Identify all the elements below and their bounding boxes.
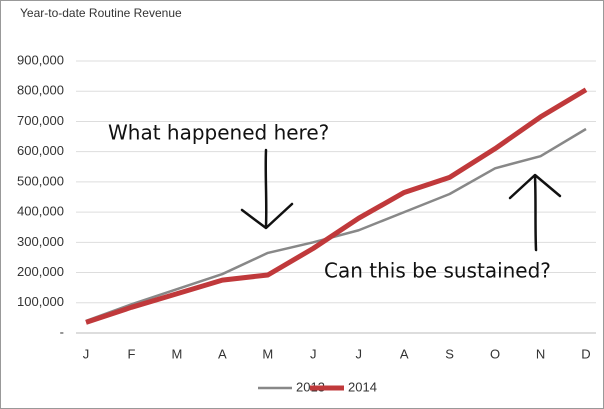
annotation-arrow [240,148,294,230]
legend: 20132014 [258,379,377,394]
y-tick-label: 200,000 [17,264,64,279]
x-tick-label: J [310,346,317,361]
grid: - 100,000 200,000 300,000 400,000 500,000 600,… [17,52,596,361]
chart-title: Year-to-date Routine Revenue [20,6,182,20]
legend-label: 2014 [348,379,377,394]
x-tick-label: A [218,346,227,361]
y-tick-label: 600,000 [17,143,64,158]
y-tick-label: 100,000 [17,294,64,309]
line-series [85,87,588,325]
y-tick-label: 700,000 [17,113,64,128]
x-tick-label: J [355,346,362,361]
y-tick-label: 900,000 [17,52,64,67]
x-tick-label: O [490,346,500,361]
x-tick-label: J [83,346,90,361]
annotation: What happened here? [108,121,329,145]
x-tick-label: M [171,346,182,361]
y-tick-label: 500,000 [17,173,64,188]
y-tick-label: 800,000 [17,83,64,98]
x-tick-label: M [262,346,273,361]
x-tick-label: N [536,346,545,361]
y-tick-label: - [60,324,64,339]
plot-lines [85,87,588,325]
line-series [85,127,587,323]
annotation-arrow [508,173,562,252]
x-tick-label: D [581,346,590,361]
y-tick-label: 300,000 [17,234,64,249]
x-tick-label: S [445,346,454,361]
x-tick-label: A [400,346,409,361]
annotation: Can this be sustained? [324,259,551,283]
y-tick-label: 400,000 [17,204,64,219]
x-tick-label: F [127,346,135,361]
